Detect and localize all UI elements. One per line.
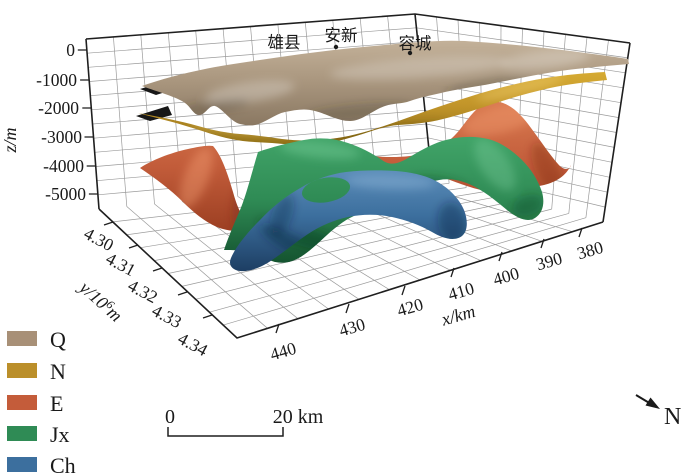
surface-N-dark-edge <box>136 106 172 121</box>
legend-label-jx: Jx <box>50 422 70 447</box>
z-tick-label: -4000 <box>43 156 84 176</box>
y-axis-ticks <box>103 221 213 319</box>
legend-label-q: Q <box>50 327 66 352</box>
z-axis-title: z/m <box>0 127 20 153</box>
z-tick-label: -5000 <box>45 184 86 204</box>
city-label-anxin: 安新 <box>325 26 358 45</box>
legend-swatch-q <box>7 331 37 346</box>
scale-bar-end: 20 km <box>273 406 324 428</box>
legend: Q N E Jx Ch <box>7 327 76 476</box>
city-label-xiongxian: 雄县 <box>268 33 301 52</box>
legend-label-n: N <box>50 359 66 384</box>
north-arrow: N <box>635 394 681 430</box>
legend-swatch-n <box>7 363 37 378</box>
z-tick-label: -1000 <box>36 70 77 90</box>
north-arrow-head-icon <box>645 397 660 409</box>
legend-swatch-ch <box>7 457 37 472</box>
legend-label-ch: Ch <box>50 453 76 476</box>
z-axis-ticks <box>77 49 98 195</box>
scale-bar-line <box>167 427 284 437</box>
z-tick-label: 0 <box>66 40 75 60</box>
north-label: N <box>664 404 681 430</box>
legend-swatch-e <box>7 395 37 410</box>
z-tick-label: -3000 <box>41 127 82 147</box>
city-dot-anxin <box>333 44 339 50</box>
city-dot-rongcheng <box>407 50 413 56</box>
legend-label-e: E <box>50 391 63 416</box>
x-axis-ticks <box>275 227 583 334</box>
z-tick-label: -2000 <box>38 98 79 118</box>
legend-swatch-jx <box>7 426 37 441</box>
city-label-rongcheng: 容城 <box>399 34 432 53</box>
scale-bar: 0 20 km <box>165 406 324 437</box>
scale-bar-start: 0 <box>165 406 175 428</box>
